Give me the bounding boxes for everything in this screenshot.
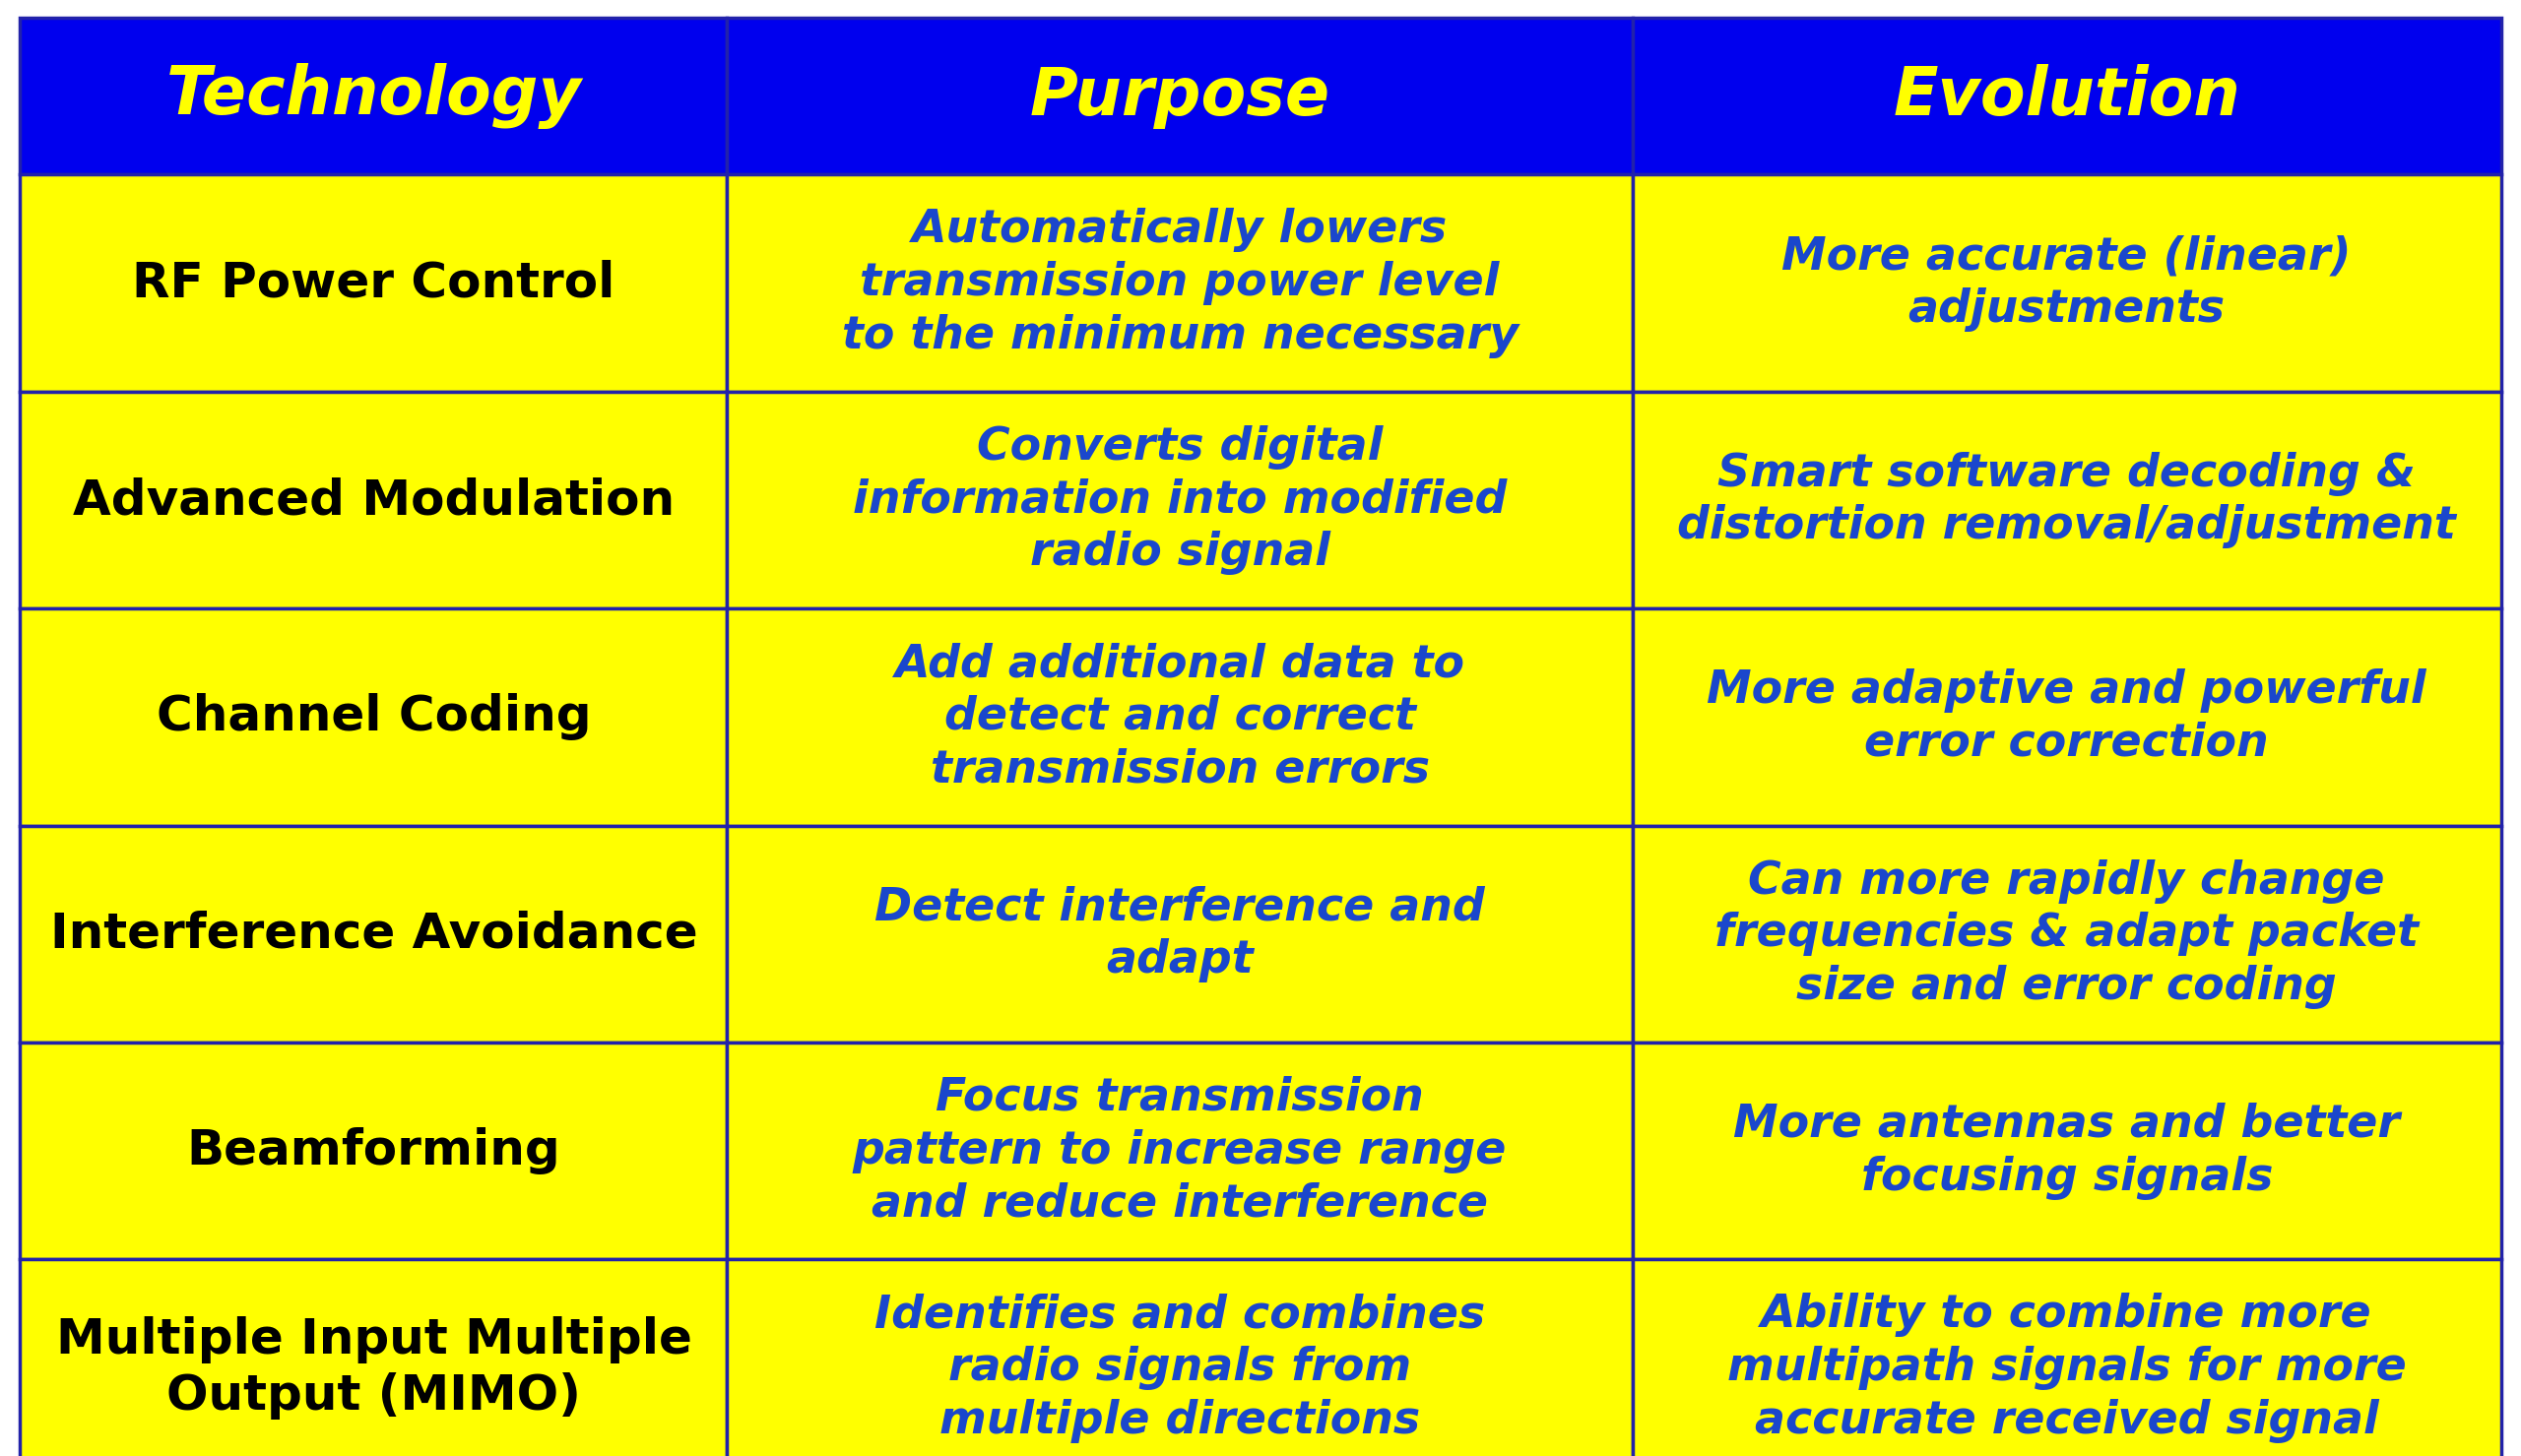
Bar — [726, 392, 1634, 609]
Text: Technology: Technology — [166, 63, 582, 130]
Bar — [20, 175, 726, 392]
Bar — [20, 17, 726, 175]
Text: Identifies and combines
radio signals from
multiple directions: Identifies and combines radio signals fr… — [875, 1293, 1485, 1443]
Text: Multiple Input Multiple
Output (MIMO): Multiple Input Multiple Output (MIMO) — [55, 1316, 691, 1420]
Text: Channel Coding: Channel Coding — [156, 693, 590, 741]
Bar — [1634, 1042, 2501, 1259]
Bar — [1634, 17, 2501, 175]
Text: More adaptive and powerful
error correction: More adaptive and powerful error correct… — [1707, 668, 2428, 766]
Text: Detect interference and
adapt: Detect interference and adapt — [875, 885, 1485, 983]
Text: Converts digital
information into modified
radio signal: Converts digital information into modifi… — [852, 425, 1508, 575]
Text: Add additional data to
detect and correct
transmission errors: Add additional data to detect and correc… — [895, 642, 1465, 792]
Text: Evolution: Evolution — [1893, 64, 2241, 128]
Bar — [1634, 609, 2501, 826]
Text: Ability to combine more
multipath signals for more
accurate received signal: Ability to combine more multipath signal… — [1727, 1293, 2408, 1443]
Text: Purpose: Purpose — [1029, 64, 1331, 128]
Bar — [1634, 392, 2501, 609]
Text: Advanced Modulation: Advanced Modulation — [73, 476, 676, 524]
Text: Beamforming: Beamforming — [187, 1127, 560, 1175]
Bar — [20, 826, 726, 1042]
Bar — [1634, 175, 2501, 392]
Text: Can more rapidly change
frequencies & adapt packet
size and error coding: Can more rapidly change frequencies & ad… — [1714, 859, 2418, 1009]
Bar — [20, 1259, 726, 1456]
Text: Automatically lowers
transmission power level
to the minimum necessary: Automatically lowers transmission power … — [842, 208, 1518, 358]
Text: RF Power Control: RF Power Control — [131, 259, 615, 307]
Text: Interference Avoidance: Interference Avoidance — [50, 910, 698, 958]
Bar — [726, 609, 1634, 826]
Text: Smart software decoding &
distortion removal/adjustment: Smart software decoding & distortion rem… — [1676, 451, 2455, 549]
Text: More antennas and better
focusing signals: More antennas and better focusing signal… — [1734, 1102, 2400, 1200]
Bar — [726, 1259, 1634, 1456]
Bar — [726, 17, 1634, 175]
Bar — [1634, 1259, 2501, 1456]
Bar — [20, 609, 726, 826]
Bar — [1634, 826, 2501, 1042]
Bar — [726, 1042, 1634, 1259]
Bar — [20, 392, 726, 609]
Bar — [726, 826, 1634, 1042]
Bar — [20, 1042, 726, 1259]
Text: Focus transmission
pattern to increase range
and reduce interference: Focus transmission pattern to increase r… — [852, 1076, 1508, 1226]
Bar — [726, 175, 1634, 392]
Text: More accurate (linear)
adjustments: More accurate (linear) adjustments — [1782, 234, 2352, 332]
